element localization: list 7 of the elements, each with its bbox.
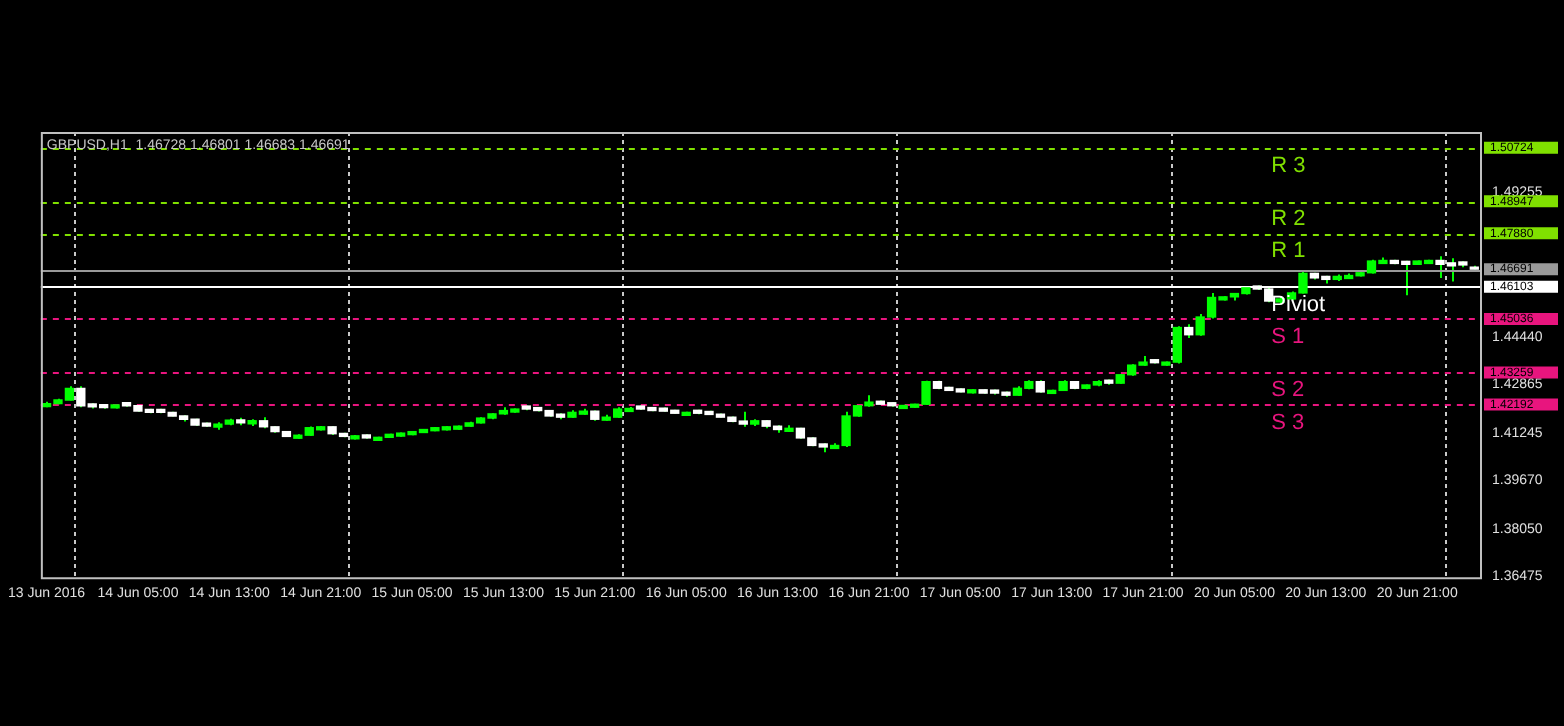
ref-line-label: R 1 xyxy=(1271,239,1306,264)
ref-line-label: R 2 xyxy=(1271,207,1306,232)
ref-line-label: S 3 xyxy=(1271,410,1305,435)
ref-line-label: R 3 xyxy=(1271,153,1306,178)
ref-line-label: S 1 xyxy=(1271,324,1305,349)
ref-line-label: Piviot xyxy=(1271,292,1326,317)
ref-line-label: S 2 xyxy=(1271,378,1305,403)
